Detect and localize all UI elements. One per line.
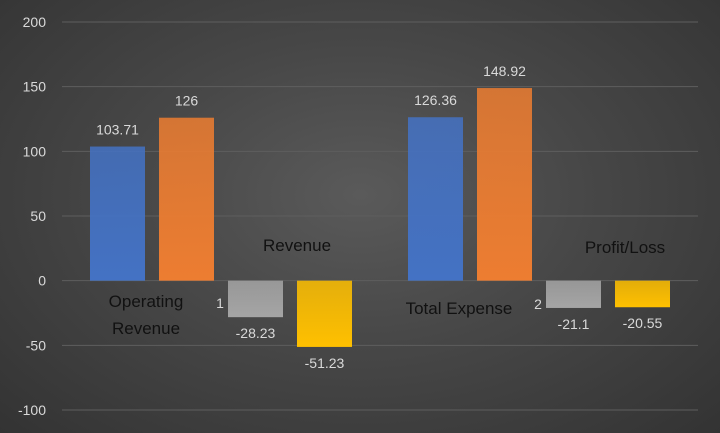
y-tick-label: 100 [23, 143, 47, 159]
bar [159, 117, 214, 281]
category-label: Total Expense [406, 299, 513, 318]
data-label: 126 [175, 93, 199, 109]
category-label-line: Revenue [112, 319, 180, 338]
data-label: -28.23 [236, 325, 276, 341]
category-label-line: Revenue [263, 236, 331, 255]
y-tick-label: -100 [18, 402, 46, 418]
data-label: -20.55 [623, 315, 663, 331]
bar [615, 280, 670, 308]
data-label: 103.71 [96, 122, 139, 138]
category-label: Operating Revenue [109, 292, 184, 338]
category-label-line: Profit/Loss [585, 238, 665, 257]
bar [477, 88, 532, 281]
data-label: -51.23 [305, 355, 345, 371]
category-label-line: Operating [109, 292, 184, 311]
bar [408, 117, 463, 281]
category-label: Profit/Loss [585, 238, 665, 257]
data-label: 126.36 [414, 92, 457, 108]
data-label: -21.1 [558, 316, 590, 332]
y-tick-label: -50 [26, 337, 46, 353]
category-label-line: Total Expense [406, 299, 513, 318]
y-tick-label: 150 [23, 79, 47, 95]
y-tick-label: 200 [23, 14, 47, 30]
y-tick-label: 50 [30, 208, 46, 224]
bar [297, 280, 352, 347]
bar [546, 280, 601, 308]
bar [90, 146, 145, 281]
data-label: 148.92 [483, 63, 526, 79]
group-number-label: 2 [534, 296, 542, 312]
category-label: Revenue [263, 236, 331, 255]
y-tick-label: 0 [38, 273, 46, 289]
group-number-label: 1 [216, 295, 224, 311]
bar [228, 280, 283, 318]
